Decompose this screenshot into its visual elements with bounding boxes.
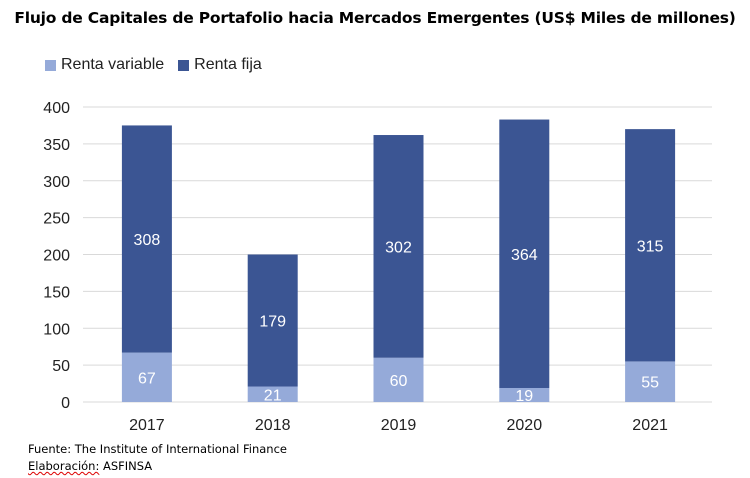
legend-label: Renta variable	[61, 56, 165, 73]
data-label: 364	[511, 247, 538, 264]
bar-renta-fija	[625, 129, 676, 362]
x-tick-label: 2019	[381, 417, 417, 434]
bar-renta-fija	[247, 254, 298, 387]
y-tick-label: 300	[43, 174, 70, 191]
data-label: 315	[637, 238, 664, 255]
data-label: 60	[390, 373, 408, 390]
y-tick-label: 250	[43, 211, 70, 228]
x-tick-label: 2017	[129, 417, 165, 434]
legend-item-renta-fija: Renta fija	[178, 56, 262, 74]
bar-renta-variable	[247, 386, 298, 402]
x-tick-label: 2020	[507, 417, 543, 434]
data-label: 19	[515, 388, 533, 405]
bar-renta-variable	[373, 357, 424, 402]
elaboration-value: ASFINSA	[99, 459, 153, 473]
y-tick-label: 0	[61, 395, 70, 412]
legend-swatch	[178, 59, 190, 71]
elaboration-note: Elaboración: ASFINSA	[28, 459, 152, 473]
bar-renta-fija	[499, 119, 550, 388]
legend: Renta variable Renta fija	[45, 56, 262, 74]
data-label: 308	[134, 232, 161, 249]
y-tick-label: 150	[43, 284, 70, 301]
data-label: 67	[138, 370, 156, 387]
legend-label: Renta fija	[194, 56, 262, 73]
y-tick-label: 350	[43, 137, 70, 154]
bar-renta-variable	[121, 352, 172, 402]
bar-renta-fija	[121, 125, 172, 353]
y-tick-label: 400	[43, 100, 70, 117]
x-tick-label: 2018	[255, 417, 291, 434]
y-tick-label: 200	[43, 248, 70, 265]
bar-renta-variable	[625, 361, 676, 402]
data-label: 179	[259, 314, 286, 331]
y-tick-label: 50	[52, 358, 70, 375]
chart-title: Flujo de Capitales de Portafolio hacia M…	[14, 9, 736, 27]
data-label: 55	[641, 375, 659, 392]
data-label: 302	[385, 239, 412, 256]
bar-renta-fija	[373, 135, 424, 358]
bar-renta-variable	[499, 387, 550, 402]
legend-swatch	[45, 59, 56, 71]
legend-item-renta-variable: Renta variable	[45, 56, 164, 74]
data-label: 21	[264, 387, 282, 404]
source-note: Fuente: The Institute of International F…	[28, 442, 287, 456]
y-tick-label: 100	[43, 321, 70, 338]
x-tick-label: 2021	[632, 417, 668, 434]
elaboration-label: Elaboración:	[28, 459, 100, 473]
